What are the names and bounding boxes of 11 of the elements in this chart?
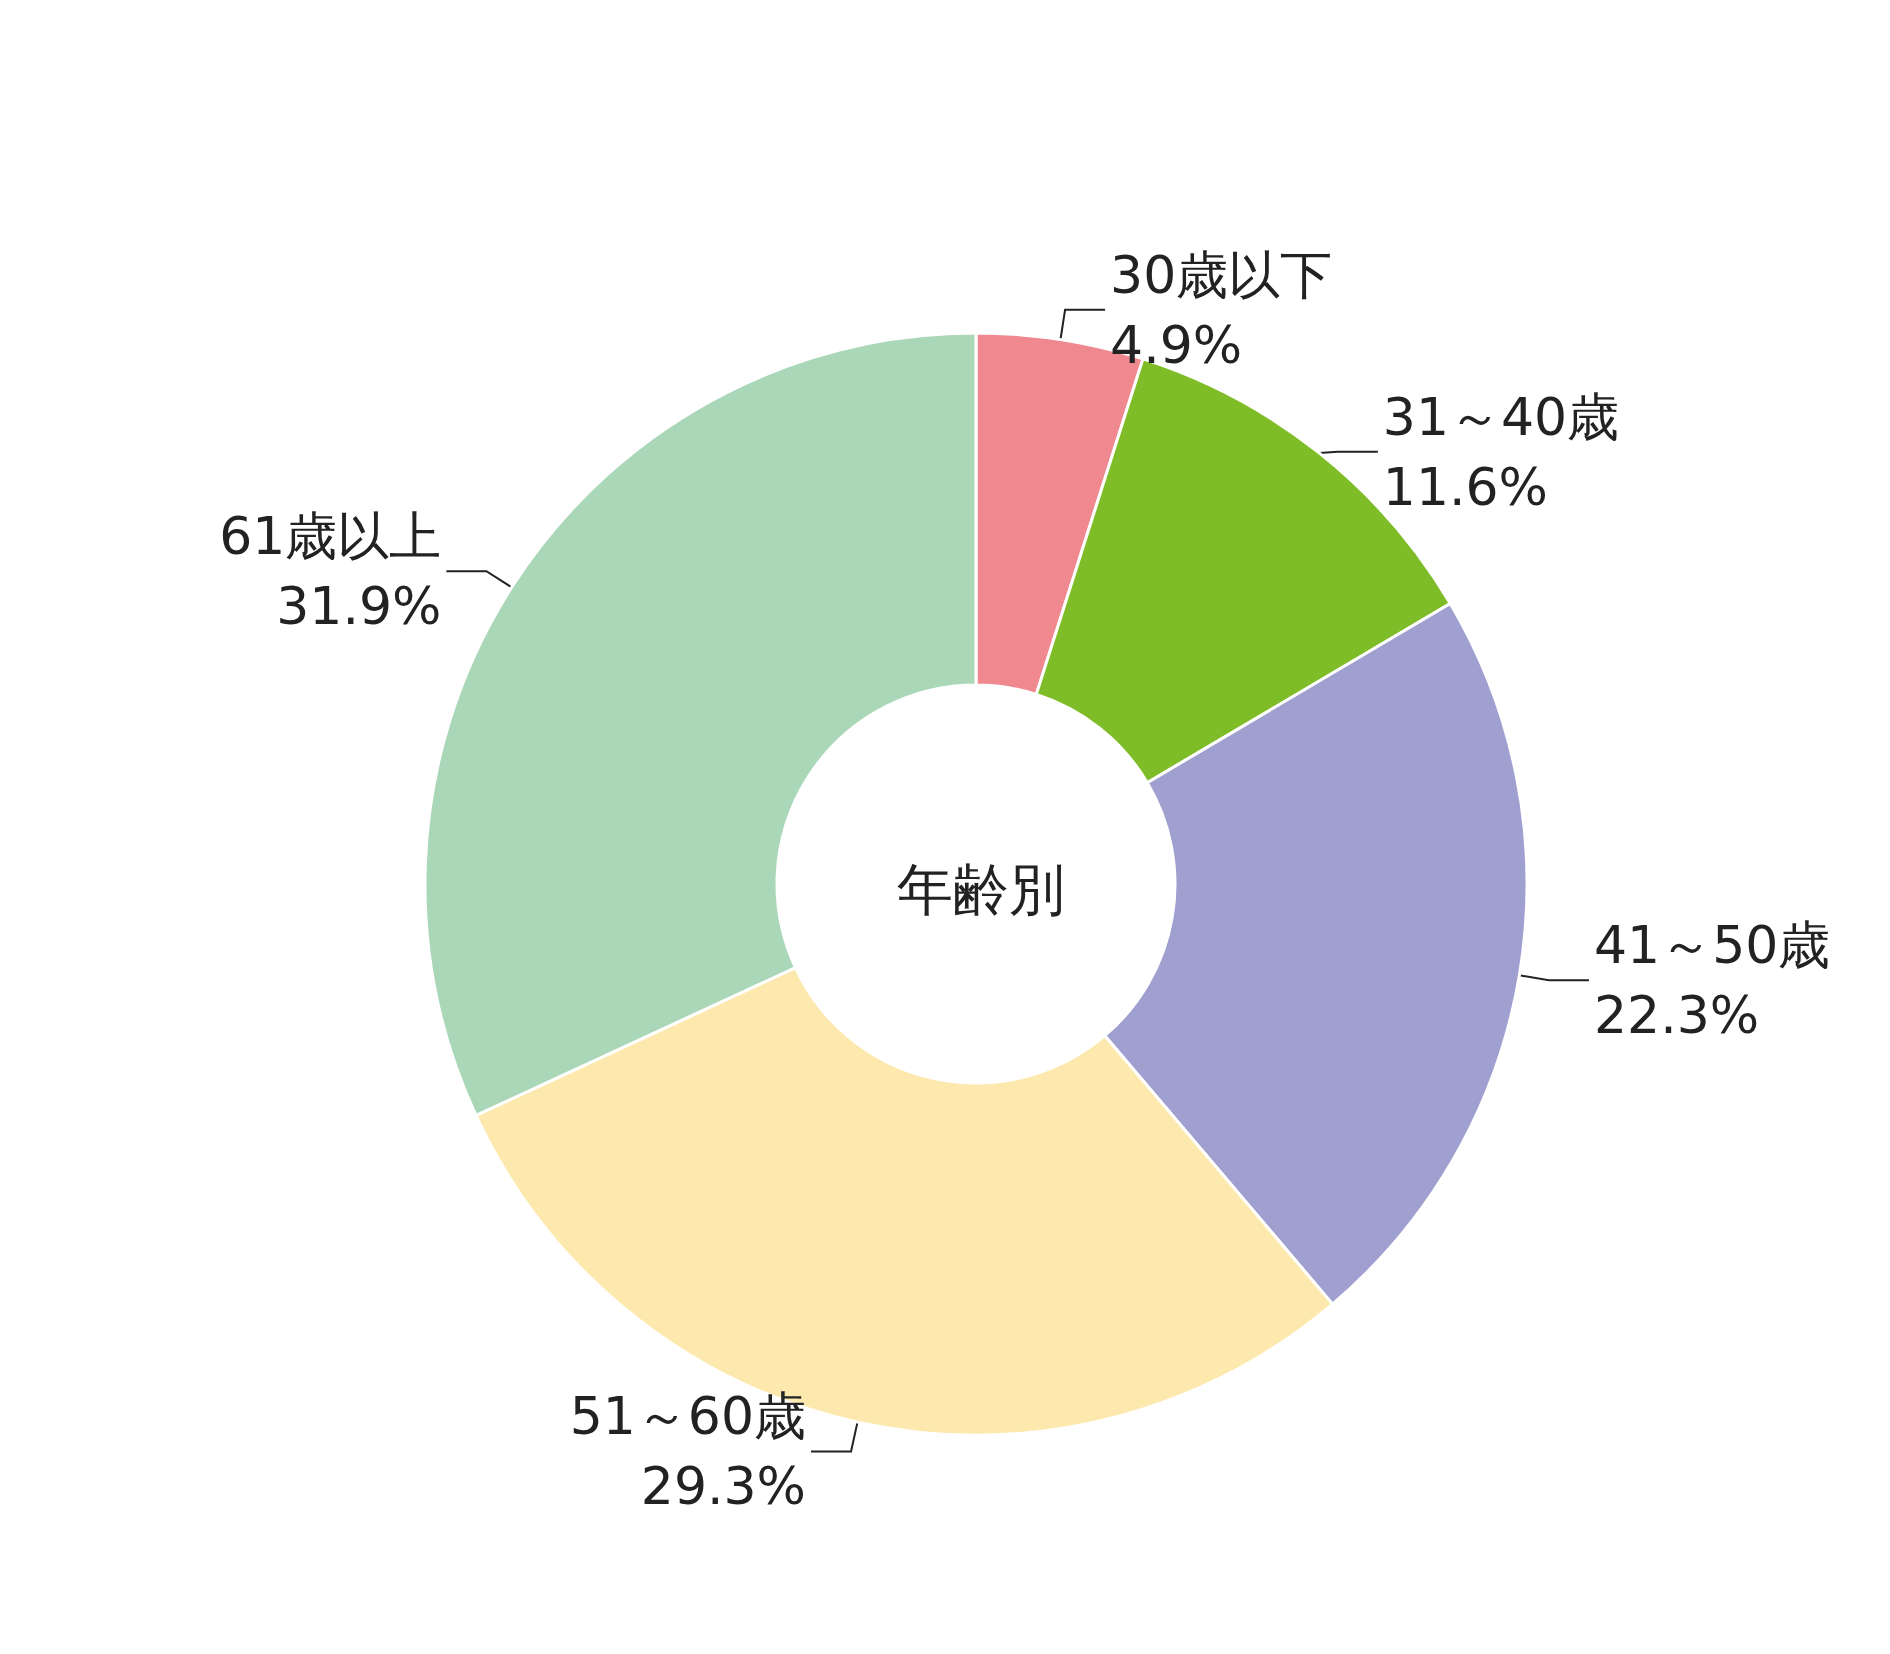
data-label: 11.6% xyxy=(1382,456,1549,517)
text: 年齢別 xyxy=(897,856,1065,922)
slice-label: 61歳以上 xyxy=(219,506,442,567)
data-label: 22.3% xyxy=(1593,985,1760,1046)
slice-label: 41～50歳 xyxy=(1593,915,1831,976)
data-label: 4.9% xyxy=(1110,314,1243,375)
data-label: 29.3% xyxy=(640,1456,807,1517)
slice-label: 51～60歳 xyxy=(569,1386,807,1447)
slice-label: 31～40歳 xyxy=(1382,386,1620,447)
slice-label: 30歳以下 xyxy=(1110,244,1333,305)
data-label: 31.9% xyxy=(276,576,442,637)
